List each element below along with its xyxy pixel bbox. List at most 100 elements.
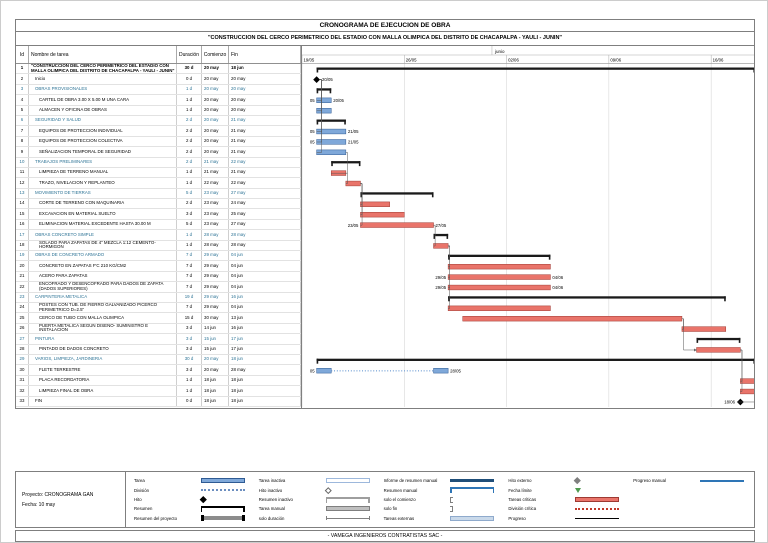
summary-bar (448, 254, 551, 257)
task-id: 6 (16, 115, 29, 126)
task-end: 04 jun (229, 282, 301, 292)
task-id: 13 (16, 188, 29, 199)
timeline-week-label: 19/05 (304, 58, 315, 63)
legend-item: solo duración (253, 514, 378, 523)
task-start: 28 may (202, 230, 229, 240)
task-end: 17 jun (229, 334, 301, 344)
task-id: 20 (16, 261, 29, 271)
task-name: LIMPIEZA FINAL DE OBRA (29, 386, 177, 396)
task-id: 3 (16, 84, 29, 95)
task-duration: 1 d (177, 95, 202, 105)
task-end: 18 jun (229, 375, 301, 386)
link-arrowhead (694, 348, 697, 352)
swatch-shape (200, 505, 245, 512)
legend-item: Tareas críticas (502, 495, 627, 504)
swatch-shape (575, 517, 620, 520)
task-duration: 5 d (177, 219, 202, 230)
summary-cap-left (448, 296, 450, 302)
task-id: 7 (16, 126, 29, 136)
summary-cap-left (316, 119, 319, 125)
legend-label: Tarea (134, 478, 145, 484)
col-header-start: Comienzo (202, 46, 229, 63)
task-name: FIN (29, 396, 177, 406)
task-duration: 0 d (177, 74, 202, 84)
task-id: 25 (16, 313, 29, 323)
legend-label: Resumen inactivo (258, 497, 293, 503)
legend-column: Tarea inactiva Hito inactivo Resumen inact… (253, 476, 378, 523)
summary-bar (696, 337, 741, 341)
task-id: 10 (16, 157, 29, 167)
summary-cap-left (433, 233, 436, 239)
legend-item: Progreso (502, 514, 627, 523)
task-end: 21 may (229, 147, 301, 157)
swatch-shape (200, 505, 245, 509)
summary-bar (316, 119, 346, 122)
gantt-timeline-pane: junio 19/05 26/05 02/06 09/06 16/06 20/05 20/0… (302, 46, 754, 408)
task-start: 20 may (202, 64, 229, 74)
project-date: Fecha: 10 may (22, 501, 56, 508)
legend-item: Resumen manual (378, 485, 503, 494)
task-duration: 1 d (177, 178, 202, 188)
task-end: 16 jun (229, 323, 301, 334)
task-name: EXCAVACION EN MATERIAL SUELTO (29, 209, 177, 219)
task-row: 4 CARTEL DE OBRA 3.00 X 5.00 M UNA CARA 1 … (16, 95, 301, 106)
task-name: SOLADO PARA ZAPATAS DE 4" MEZCLA 1:12 CE… (29, 240, 177, 251)
task-end: 18 jun (229, 386, 301, 396)
task-name: PINTURA (29, 334, 177, 344)
swatch-shape (241, 515, 245, 522)
task-id: 28 (16, 344, 29, 354)
task-start: 23 may (202, 188, 229, 199)
legend-swatch-tarea_manual (325, 506, 372, 512)
task-name: ALMACEN Y OFICINA DE OBRAS (29, 105, 177, 115)
task-row: 10 TRABAJOS PRELIMINARES 2 d 21 may 22 may (16, 157, 301, 168)
legend-label: Tarea manual (258, 506, 285, 512)
task-id: 29 (16, 354, 29, 365)
legend-label: Hito externo (508, 478, 532, 484)
legend-column: Informe de resumen manual Resumen manual s… (378, 476, 503, 523)
legend-swatch-solo_duracion (325, 515, 372, 521)
task-row: 26 PUERTA METALICA SEGUN DISEÑO- SUMINIST… (16, 323, 301, 335)
task-row: 16 ELIMINACION MATERIAL EXCEDENTE HASTA 3… (16, 219, 301, 231)
summary-cap-left (448, 254, 450, 260)
legend-column: Hito externo Fecha límite Tareas críticas D… (502, 476, 627, 523)
legend-swatch-hito_externo (574, 477, 621, 484)
swatch-shape (368, 496, 370, 503)
legend-swatch-solo_fin (450, 505, 496, 512)
task-name: CORTE DE TERRENO CON MAQUINARIA (29, 199, 177, 209)
task-name: "CONSTRUCCION DEL CERCO PERIMETRICO DEL … (29, 64, 177, 74)
swatch-shape (575, 487, 582, 493)
link-line (316, 79, 322, 112)
task-duration: 30 d (177, 354, 202, 365)
task-row: 19 OBRAS DE CONCRETO ARMADO 7 d 29 may 04 ju… (16, 251, 301, 262)
task-name: VARIOS, LIMPIEZA, JARDINERIA (29, 354, 177, 365)
task-duration: 5 d (177, 188, 202, 199)
task-id: 24 (16, 302, 29, 313)
swatch-shape (450, 487, 452, 494)
legend-swatch-division (200, 489, 247, 492)
task-row: 30 FLETE TERRESTRE 3 d 20 may 28 may (16, 365, 301, 376)
timeline-header: junio 19/05 26/05 02/06 09/06 16/06 (302, 46, 754, 64)
task-start: 20 may (202, 95, 229, 105)
task-name: Inicio (29, 74, 177, 84)
legend-swatch-resumen_inactivo (325, 496, 372, 503)
legend-label: Resumen (134, 506, 153, 512)
task-start: 29 may (202, 251, 229, 261)
task-duration: 3 d (177, 209, 202, 219)
timeline-week-label: 16/06 (713, 58, 724, 63)
task-start: 18 jun (202, 396, 229, 406)
task-start: 21 may (202, 157, 229, 167)
legend-swatch-hito_inactivo (324, 486, 372, 494)
task-row: 14 CORTE DE TERRENO CON MAQUINARIA 2 d 23 m… (16, 199, 301, 210)
gantt-bar (696, 347, 741, 353)
swatch-shape (574, 477, 581, 484)
legend-item: Tarea inactiva (253, 476, 378, 485)
task-start: 28 may (202, 240, 229, 251)
gantt-bar (740, 378, 754, 384)
legend-swatch-division_critica (575, 507, 621, 510)
task-end: 28 may (229, 365, 301, 375)
legend-item: Resumen del proyecto (128, 514, 253, 523)
task-row: 18 SOLADO PARA ZAPATAS DE 4" MEZCLA 1:12 … (16, 240, 301, 252)
project-name: Proyecto: CRONOGRAMA GAN (22, 491, 94, 498)
task-id: 17 (16, 230, 29, 240)
task-start: 29 may (202, 271, 229, 282)
